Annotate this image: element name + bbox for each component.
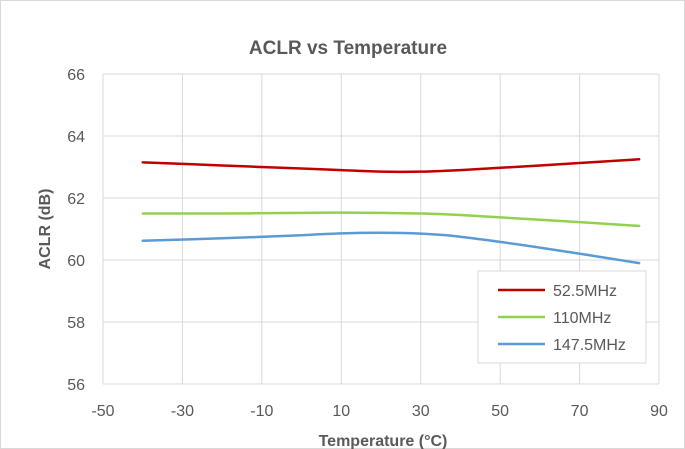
y-tick-label: 66 (67, 67, 85, 84)
legend-label-2: 147.5MHz (553, 337, 626, 354)
series-lines (141, 158, 641, 265)
series-line-1 (141, 211, 641, 228)
y-tick-label: 60 (67, 253, 85, 270)
legend-label-1: 110MHz (553, 310, 611, 327)
x-axis-ticks: -50 -30 -10 10 30 50 70 90 (91, 403, 668, 420)
x-tick-label: 30 (412, 403, 430, 420)
x-tick-label: -10 (250, 403, 273, 420)
y-axis-title: ACLR (dB) (37, 189, 54, 270)
legend-label-0: 52.5MHz (553, 283, 617, 300)
y-axis-ticks: 56 58 60 62 64 66 (67, 67, 85, 394)
x-tick-label: 90 (650, 403, 668, 420)
y-tick-label: 64 (67, 129, 85, 146)
series-line-0 (141, 158, 641, 174)
series-line-2 (141, 231, 641, 265)
x-tick-label: -50 (91, 403, 114, 420)
chart-title: ACLR vs Temperature (249, 38, 447, 59)
x-tick-label: 10 (332, 403, 350, 420)
y-tick-label: 56 (67, 377, 85, 394)
x-tick-label: -30 (171, 403, 194, 420)
y-tick-label: 58 (67, 315, 85, 332)
x-tick-label: 70 (571, 403, 589, 420)
y-tick-label: 62 (67, 191, 85, 208)
x-tick-label: 50 (491, 403, 509, 420)
x-axis-title: Temperature (°C) (319, 433, 448, 449)
legend: 52.5MHz 110MHz 147.5MHz (477, 270, 647, 364)
